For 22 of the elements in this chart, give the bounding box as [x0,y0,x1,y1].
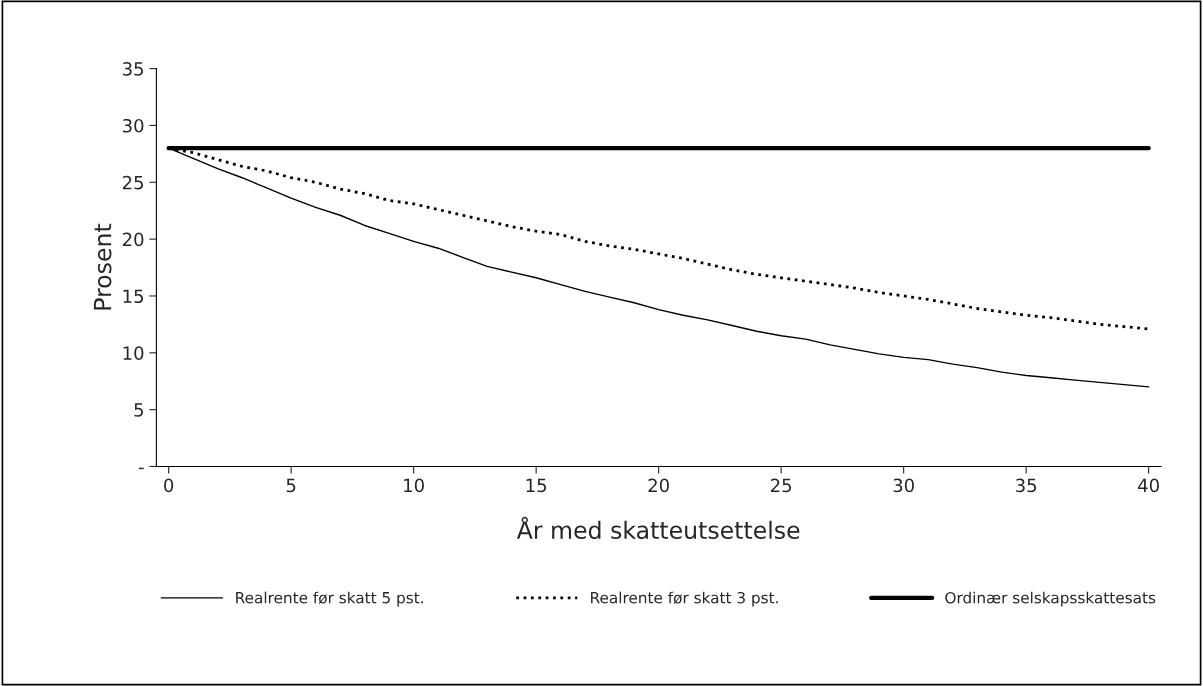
x-tick-label: 25 [770,478,792,493]
x-tick-label: 20 [648,478,669,493]
x-tick-label: 30 [893,478,914,493]
x-tick-label: 10 [404,478,424,493]
x-tick-label: 5 [286,478,296,493]
legend-label: Realrente før skatt 3 pst. [591,591,778,607]
y-tick-label: 25 [122,175,144,190]
x-tick-label: 35 [1016,478,1037,493]
y-tick-label: - [138,467,144,470]
x-axis-title: År med skatteutsettelse [516,516,800,540]
y-tick-label: 30 [122,118,144,133]
y-tick-label: 10 [123,346,144,360]
legend-label: Realrente før skatt 5 pst. [236,591,423,607]
y-tick-label: 15 [123,289,144,304]
x-tick-label: 40 [1138,478,1159,493]
y-tick-label: 5 [134,403,144,417]
x-tick-label: 0 [164,478,174,493]
y-tick-label: 35 [122,62,144,76]
y-axis-title: Prosent [93,223,112,310]
x-tick-label: 15 [526,478,547,493]
y-tick-label: 20 [122,232,144,247]
legend-label: Ordinær selskapsskattesats [945,591,1156,607]
